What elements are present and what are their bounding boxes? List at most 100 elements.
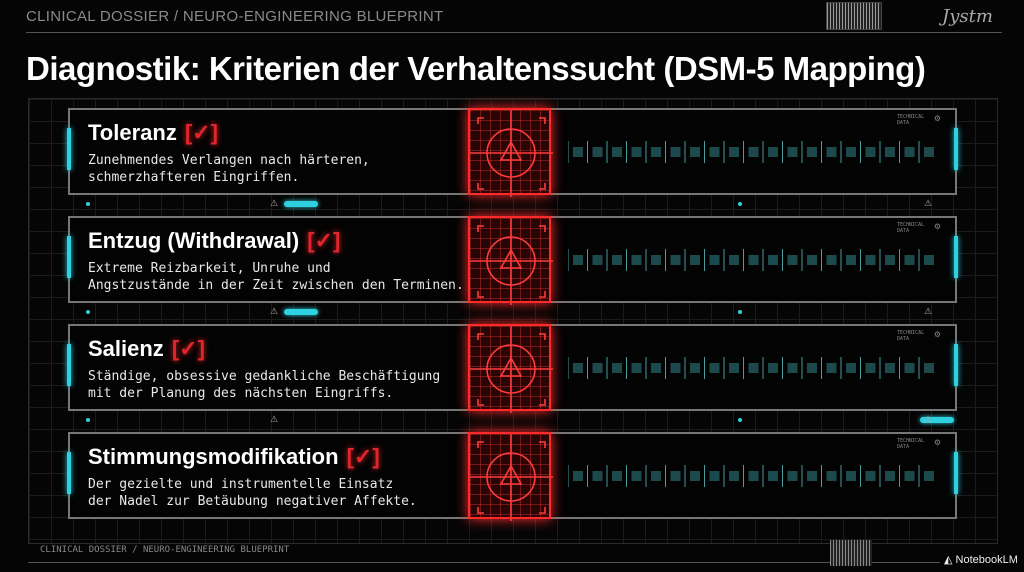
criterion-title-text: Salienz	[88, 336, 164, 361]
tick-block	[670, 471, 681, 481]
tick-block	[631, 363, 642, 373]
right-indicator	[954, 344, 958, 386]
tick-block	[729, 471, 739, 481]
tick-block	[924, 471, 934, 481]
tick-block	[573, 471, 583, 481]
tick-block	[807, 255, 817, 265]
tick-block	[904, 147, 915, 157]
signal-ticks	[568, 357, 934, 379]
status-dot	[86, 310, 90, 314]
criterion-description: Der gezielte und instrumentelle Einsatz …	[88, 477, 417, 509]
criterion-title-text: Entzug (Withdrawal)	[88, 228, 300, 253]
tick-block	[631, 471, 642, 481]
tick-block	[612, 363, 622, 373]
gear-icon: ⚙	[933, 438, 941, 447]
tick-block	[670, 255, 681, 265]
tick-block	[631, 147, 642, 157]
tick-block	[865, 471, 876, 481]
tick-block	[768, 471, 778, 481]
status-dot	[738, 310, 742, 314]
tick-block	[729, 255, 739, 265]
progress-pill	[284, 309, 318, 315]
tick-block	[865, 255, 876, 265]
criterion-title: Stimmungsmodifikation [✓]	[88, 444, 380, 470]
tick-block	[573, 363, 583, 373]
tick-block	[924, 147, 934, 157]
tick-block	[807, 363, 817, 373]
status-dot	[738, 418, 742, 422]
criterion-card: Entzug (Withdrawal) [✓] Extreme Reizbarke…	[67, 216, 958, 305]
tick-block	[787, 363, 798, 373]
tick-block	[709, 147, 720, 157]
warning-icon: ⚠	[270, 414, 279, 424]
check-mark: [✓]	[171, 336, 205, 361]
notebooklm-brand: ◭ NotebookLM	[944, 554, 1018, 566]
signal-ticks	[568, 249, 934, 271]
tick-block	[924, 363, 934, 373]
tick-block	[592, 147, 603, 157]
footer-divider	[28, 562, 940, 563]
tick-block	[846, 363, 856, 373]
tick-block	[865, 363, 876, 373]
tick-block	[826, 363, 837, 373]
gear-icon: ⚙	[933, 114, 941, 123]
tick-block	[670, 363, 681, 373]
criterion-title: Toleranz [✓]	[88, 120, 218, 146]
tick-block	[690, 471, 700, 481]
warning-icon: ⚠	[924, 414, 933, 424]
tick-block	[826, 147, 837, 157]
brand-label: NotebookLM	[955, 554, 1018, 566]
tick-block	[709, 471, 720, 481]
tick-block	[612, 147, 622, 157]
status-dot	[86, 202, 90, 206]
tick-block	[748, 255, 759, 265]
tick-block	[826, 255, 837, 265]
tick-block	[651, 363, 661, 373]
tick-block	[865, 147, 876, 157]
technical-data-label: TECHNICAL DATA	[897, 114, 925, 126]
progress-pill	[284, 201, 318, 207]
tick-block	[670, 147, 681, 157]
warning-triangle-target-icon	[468, 216, 553, 305]
tick-block	[592, 363, 603, 373]
tick-block	[592, 255, 603, 265]
tick-block	[904, 471, 915, 481]
tick-block	[748, 363, 759, 373]
tick-block	[768, 255, 778, 265]
footer-breadcrumb: CLINICAL DOSSIER / NEURO-ENGINEERING BLU…	[40, 545, 290, 555]
page-title: Diagnostik: Kriterien der Verhaltenssuch…	[26, 50, 926, 87]
tick-block	[729, 147, 739, 157]
tick-block	[885, 255, 895, 265]
check-mark: [✓]	[346, 444, 380, 469]
criterion-card: Salienz [✓] Ständige, obsessive gedanklic…	[67, 324, 958, 413]
left-indicator	[67, 344, 71, 386]
tick-block	[651, 471, 661, 481]
tick-block	[612, 471, 622, 481]
warning-triangle-target-icon	[468, 432, 553, 521]
left-indicator	[67, 236, 71, 278]
warning-triangle-target-icon	[468, 324, 553, 413]
criterion-description: Ständige, obsessive gedankliche Beschäft…	[88, 369, 441, 401]
technical-data-label: TECHNICAL DATA	[897, 330, 925, 342]
tick-block	[709, 255, 720, 265]
check-mark: [✓]	[184, 120, 218, 145]
tick-block	[807, 147, 817, 157]
signal-ticks	[568, 465, 934, 487]
criterion-card: Toleranz [✓] Zunehmendes Verlangen nach h…	[67, 108, 958, 197]
right-indicator	[954, 128, 958, 170]
tick-block	[846, 255, 856, 265]
tick-block	[885, 147, 895, 157]
gear-icon: ⚙	[933, 330, 941, 339]
right-indicator	[954, 452, 958, 494]
tick-block	[904, 363, 915, 373]
criterion-title-text: Stimmungsmodifikation	[88, 444, 339, 469]
header-breadcrumb: CLINICAL DOSSIER / NEURO-ENGINEERING BLU…	[26, 8, 444, 25]
tick-block	[690, 147, 700, 157]
tick-block	[573, 255, 583, 265]
tick-block	[748, 471, 759, 481]
tick-block	[846, 471, 856, 481]
tick-block	[748, 147, 759, 157]
warning-icon: ⚠	[924, 306, 933, 316]
tick-block	[651, 147, 661, 157]
right-indicator	[954, 236, 958, 278]
